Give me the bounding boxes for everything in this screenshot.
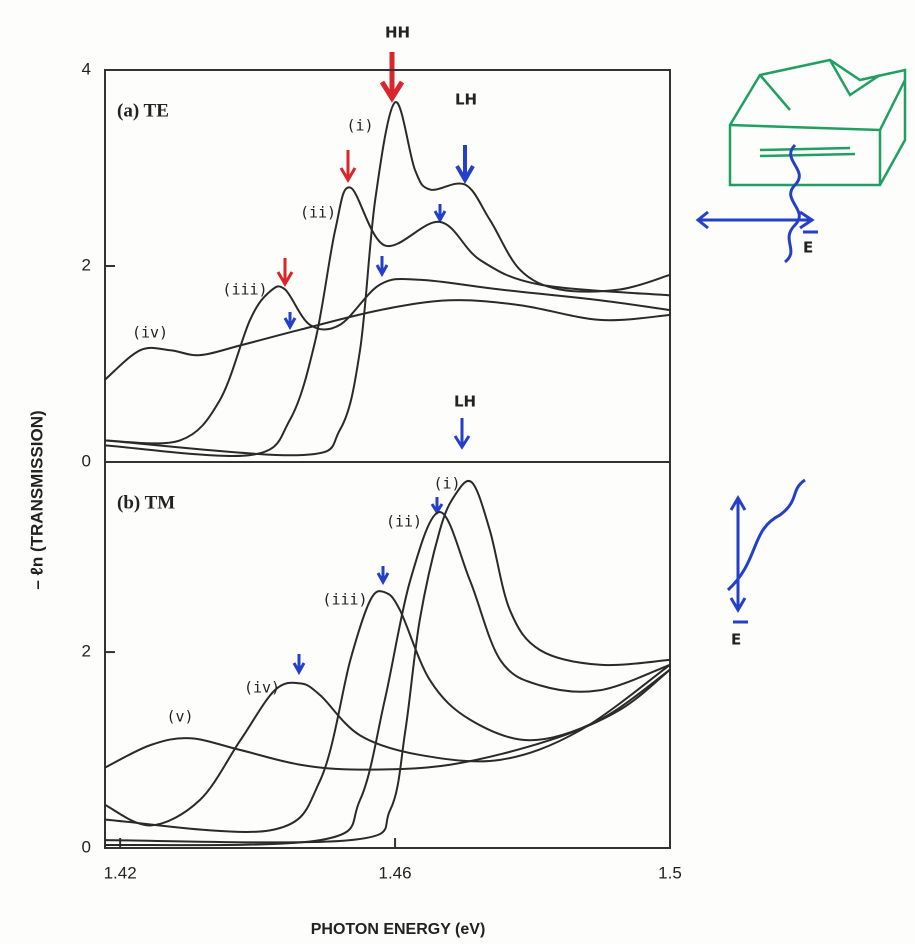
y-tick-label: 2: [82, 255, 91, 274]
sketch-label: E: [731, 631, 741, 649]
curve: [104, 186, 671, 458]
x-tick-label: 1.46: [379, 863, 412, 882]
x-tick-label: 1.5: [658, 863, 682, 882]
curve: [104, 101, 671, 457]
x-axis-label: PHOTON ENERGY (eV): [311, 921, 486, 938]
y-tick-label: 0: [82, 837, 91, 856]
y-tick-label: 0: [82, 451, 91, 470]
curve-label: (ii): [386, 513, 422, 531]
annotation: HH: [385, 24, 410, 42]
curve: [104, 479, 671, 844]
curve: [104, 510, 671, 847]
curve: [104, 590, 671, 833]
sketch-label: E: [803, 239, 813, 257]
x-tick-label: 1.42: [104, 863, 137, 882]
curve-label: (i): [346, 117, 373, 135]
annotation: LH: [454, 393, 476, 411]
curve-label: (ii): [300, 204, 336, 222]
curve-label: (iii): [222, 281, 267, 299]
y-axis-label: – ℓn (TRANSMISSION): [27, 410, 46, 589]
curve-label: (v): [166, 708, 193, 726]
curve-label: (i): [433, 475, 460, 493]
panel-title: (b) TM: [117, 492, 175, 513]
hh-arrows: [276, 52, 405, 287]
curve: [104, 299, 671, 381]
panel-title: (a) TE: [117, 100, 169, 121]
curve-label: (iii): [322, 591, 367, 609]
waveguide-sketch: [728, 58, 907, 187]
curve-label: (iv): [244, 679, 280, 697]
annotation: LH: [455, 91, 477, 109]
curve: [104, 663, 671, 827]
plot-frame: [104, 461, 671, 849]
y-tick-label: 2: [82, 642, 91, 661]
curve: [104, 668, 671, 771]
field-sketch: [695, 143, 818, 624]
curve-label: (iv): [132, 324, 168, 342]
y-tick-label: 4: [82, 59, 91, 78]
